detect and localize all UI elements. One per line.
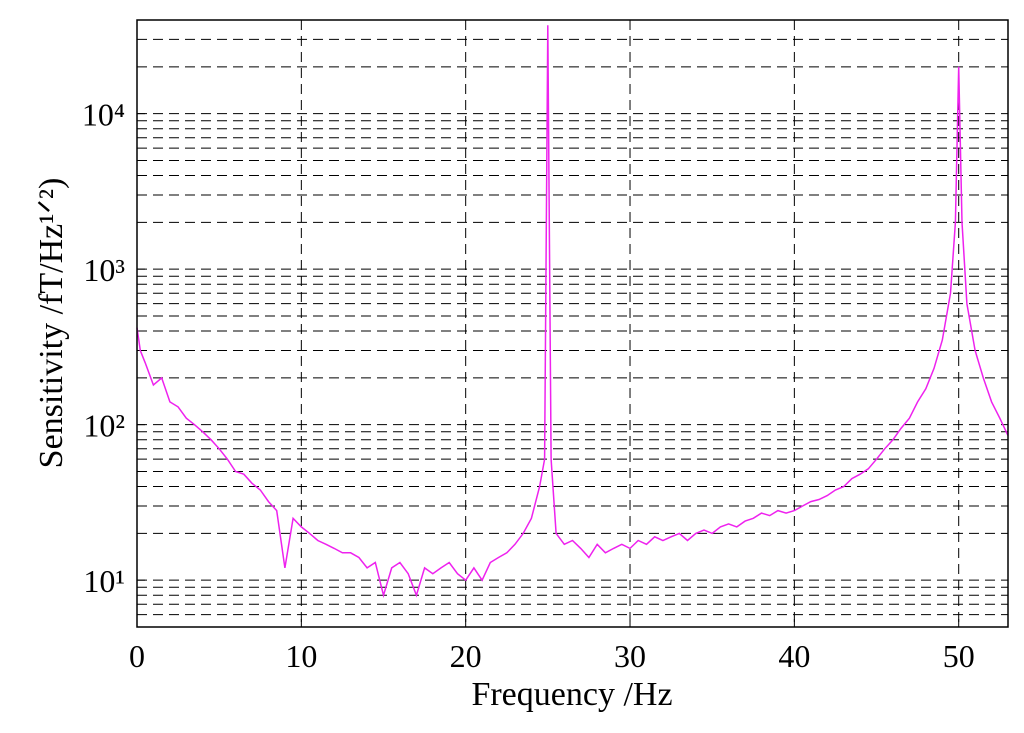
x-tick-label: 10 — [285, 638, 317, 674]
y-tick-label: 10³ — [83, 252, 125, 288]
x-tick-label: 30 — [614, 638, 646, 674]
x-tick-label: 40 — [778, 638, 810, 674]
x-tick-label: 0 — [129, 638, 145, 674]
data-line — [136, 25, 1009, 599]
y-axis-label: Sensitivity /fT/Hz¹ᐟ²) — [33, 178, 70, 469]
plot-frame — [136, 19, 1009, 628]
x-axis-label: Frequency /Hz — [471, 676, 672, 713]
x-tick-label: 20 — [450, 638, 482, 674]
x-tick-label: 50 — [943, 638, 975, 674]
y-tick-label: 10⁴ — [82, 97, 125, 133]
y-tick-label: 10¹ — [83, 563, 125, 599]
y-tick-label: 10² — [83, 408, 125, 444]
